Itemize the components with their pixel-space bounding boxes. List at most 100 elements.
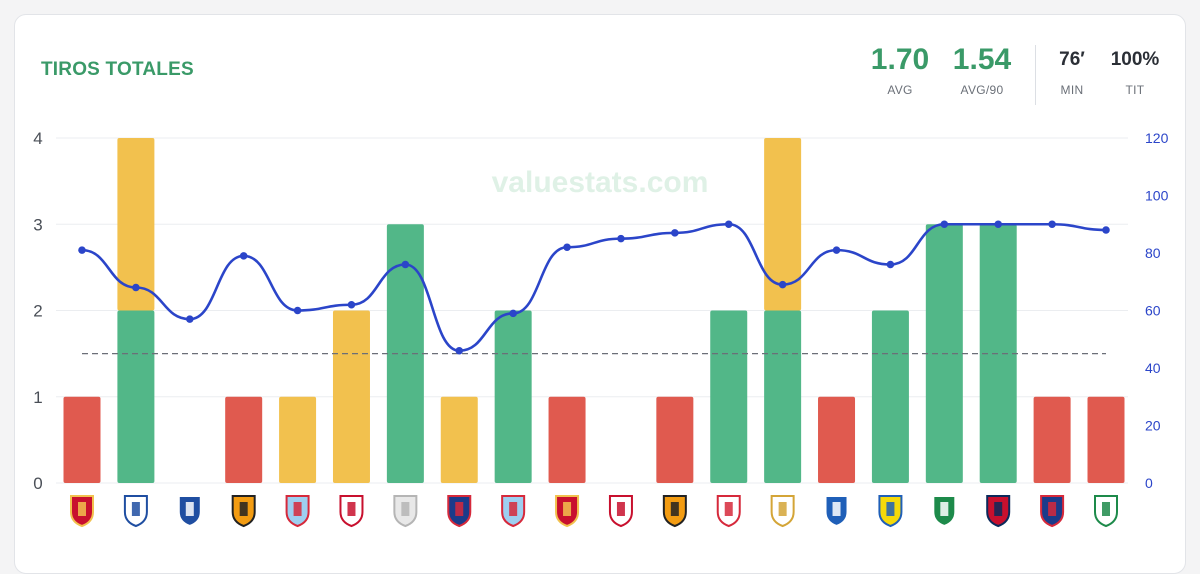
crest-detail <box>616 502 625 516</box>
stat-min-value: 76′ <box>1059 49 1085 70</box>
crest-detail <box>670 502 679 516</box>
las-palmas-crest-icon <box>878 495 903 528</box>
bar <box>548 396 586 483</box>
minutes-point <box>185 315 194 323</box>
sevilla-crest-icon <box>339 495 364 528</box>
bar <box>1087 396 1125 483</box>
athletic-crest-icon <box>608 495 633 528</box>
minutes-point <box>617 234 625 243</box>
minutes-point <box>940 220 949 229</box>
right-tick-label: 120 <box>1145 130 1169 146</box>
celta-crest-icon <box>501 495 526 528</box>
valencia-crest-icon <box>231 495 256 528</box>
crest-detail <box>1048 502 1057 516</box>
crest-detail <box>509 502 518 516</box>
crest-detail <box>293 502 302 516</box>
bar <box>1033 396 1071 483</box>
bar <box>710 310 748 483</box>
mallorca-crest-icon <box>555 495 580 528</box>
crest-detail <box>455 502 464 516</box>
atletico-crest-icon <box>1040 495 1065 528</box>
betis-crest-icon <box>932 495 957 528</box>
minutes-point <box>132 283 140 292</box>
minutes-point <box>671 229 679 237</box>
minutes-point <box>78 246 86 254</box>
minutes-point <box>1102 226 1110 234</box>
crest-detail <box>886 502 895 516</box>
chart-title: TIROS TOTALES <box>41 59 194 80</box>
minutes-point <box>778 280 787 289</box>
stat-min-label: MIN <box>1060 83 1084 97</box>
stat-tit-value: 100% <box>1110 49 1160 70</box>
bar <box>979 224 1017 483</box>
right-tick-label: 20 <box>1145 418 1161 434</box>
left-tick-label: 0 <box>33 474 42 493</box>
real-madrid-crest-icon <box>770 495 795 528</box>
bar <box>279 396 317 483</box>
left-tick-label: 4 <box>33 129 42 148</box>
minutes-point <box>832 246 841 254</box>
atletico-crest-icon <box>447 495 472 528</box>
stat-avg-label: AVG <box>887 83 913 97</box>
crest-detail <box>347 502 356 516</box>
stat-tit: 100% TIT <box>1105 43 1165 97</box>
left-tick-label: 1 <box>33 388 42 407</box>
minutes-point <box>347 300 356 309</box>
crest-detail <box>994 502 1003 516</box>
crest-detail <box>239 502 248 516</box>
bar <box>117 310 155 483</box>
stat-avg90-label: AVG/90 <box>960 83 1004 97</box>
minutes-point <box>509 309 517 318</box>
watermark: valuestats.com <box>492 166 709 199</box>
stat-avg: 1.70 AVG <box>865 43 935 97</box>
bar-segment <box>332 310 370 483</box>
bar <box>764 310 802 483</box>
minutes-point <box>994 220 1003 229</box>
stat-avg90: 1.54 AVG/90 <box>945 43 1019 97</box>
crest-detail <box>1102 502 1110 516</box>
left-tick-label: 2 <box>33 302 42 321</box>
crest-detail <box>563 502 572 516</box>
bar-segment <box>764 138 802 311</box>
bar <box>656 396 694 483</box>
stat-avg-value: 1.70 <box>870 43 930 76</box>
bar <box>225 396 263 483</box>
oviedo-crest-icon <box>123 495 148 528</box>
crest-detail <box>401 502 410 516</box>
crest-detail <box>185 502 194 516</box>
stat-tit-label: TIT <box>1125 83 1145 97</box>
minutes-point <box>1048 220 1056 229</box>
bar <box>494 310 532 483</box>
stat-min: 76′ MIN <box>1049 43 1095 97</box>
espanyol-crest-icon <box>824 495 849 528</box>
valencia-crest-icon <box>662 495 687 528</box>
right-tick-label: 60 <box>1145 303 1161 319</box>
crest-detail <box>78 502 86 516</box>
minutes-point <box>886 260 895 269</box>
minutes-point <box>724 220 733 229</box>
right-tick-label: 100 <box>1145 188 1169 204</box>
bar-segment <box>117 138 155 311</box>
crest-detail <box>778 502 787 516</box>
minutes-point <box>455 346 464 355</box>
right-tick-label: 40 <box>1145 360 1161 376</box>
rayo-crest-icon <box>716 495 741 528</box>
bar <box>63 396 101 483</box>
right-tick-label: 80 <box>1145 245 1161 261</box>
osasuna-crest-icon <box>986 495 1011 528</box>
mallorca-crest-icon <box>70 495 94 528</box>
celta-crest-icon <box>285 495 310 528</box>
minutes-point <box>563 243 571 252</box>
stats-divider <box>1035 45 1036 105</box>
minutes-point <box>239 252 248 260</box>
alaves-crest-icon <box>177 495 202 528</box>
minutes-point <box>401 260 410 269</box>
minutes-point <box>293 306 302 315</box>
leganes-crest-icon <box>1094 495 1118 528</box>
generic-shield-icon <box>393 495 418 528</box>
bar <box>818 396 856 483</box>
stat-avg90-value: 1.54 <box>952 43 1012 76</box>
right-tick-label: 0 <box>1145 475 1153 491</box>
bar <box>871 310 909 483</box>
